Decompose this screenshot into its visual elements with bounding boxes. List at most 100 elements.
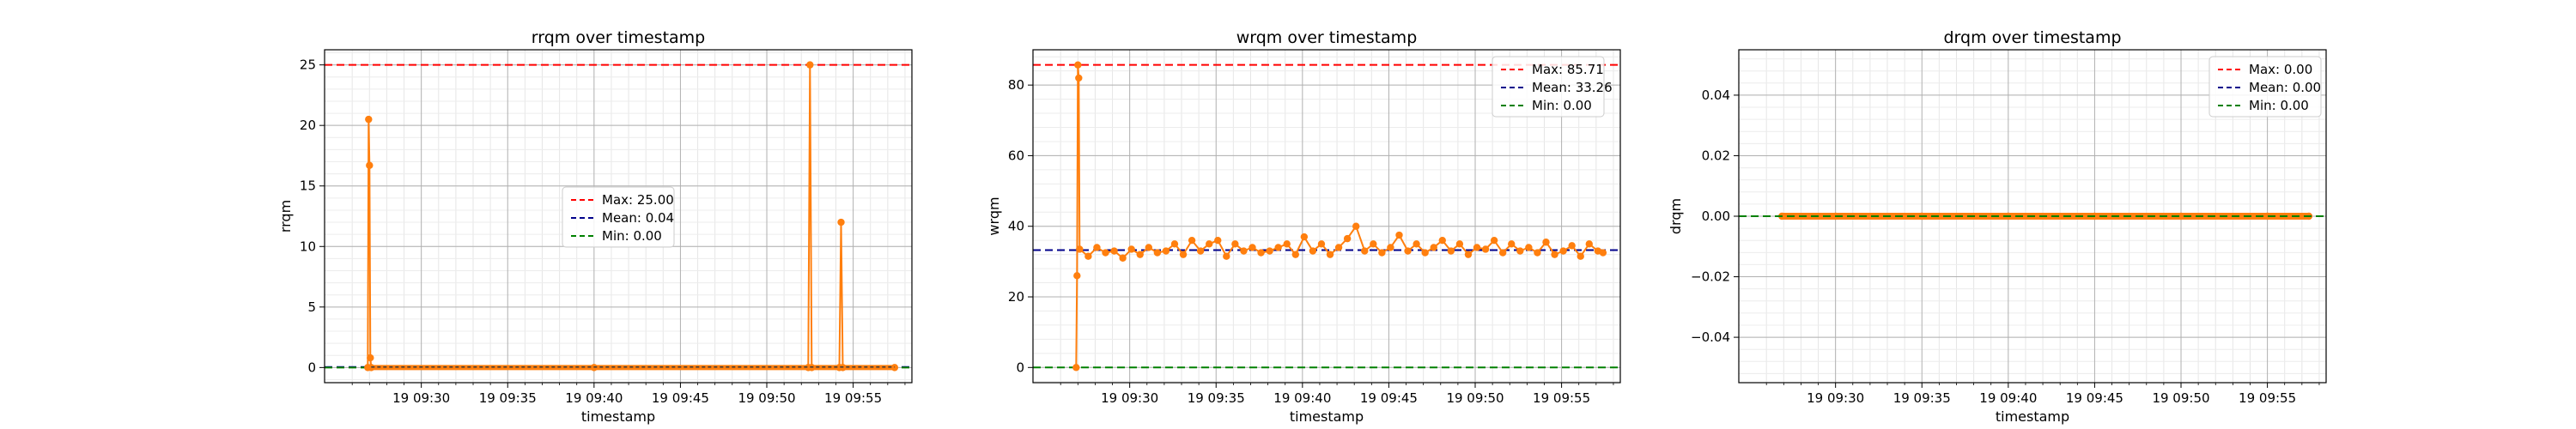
- x-tick-label: 19 09:40: [565, 390, 623, 406]
- x-tick-label: 19 09:40: [1979, 390, 2037, 406]
- data-point: [1110, 247, 1118, 255]
- y-axis-label: wrqm: [986, 196, 1002, 235]
- data-point: [1370, 240, 1377, 248]
- data-point: [1447, 247, 1455, 255]
- legend: Max: 25.00 Mean: 0.04 Min: 0.00: [562, 186, 675, 248]
- data-point: [1231, 240, 1239, 248]
- data-point: [1274, 244, 1282, 251]
- data-point: [1516, 247, 1524, 255]
- data-point: [1309, 247, 1317, 255]
- wrqm-chart: 19 09:30 19 09:35 19 09:40 19 09:45 19 09:50…: [986, 28, 1621, 425]
- legend-label: Min: 0.00: [2249, 98, 2309, 113]
- chart-title: rrqm over timestamp: [532, 28, 705, 47]
- y-tick-label: 0: [307, 360, 316, 375]
- y-tick-label: −0.02: [1691, 269, 1730, 285]
- data-point: [1334, 244, 1343, 251]
- data-point: [1378, 249, 1386, 257]
- data-point: [1283, 240, 1291, 248]
- legend-label: Mean: 0.00: [2249, 80, 2321, 95]
- data-point: [1464, 251, 1473, 258]
- data-point: [1075, 74, 1083, 82]
- data-point: [365, 115, 373, 124]
- legend-label: Min: 0.00: [602, 228, 662, 244]
- data-point: [1317, 240, 1326, 248]
- legend-label: Max: 0.00: [2249, 62, 2312, 77]
- data-point: [1534, 249, 1541, 257]
- data-point: [1179, 251, 1188, 258]
- x-axis-label: timestamp: [1996, 408, 2069, 425]
- data-point: [837, 218, 845, 227]
- x-tick-label: 19 09:35: [479, 390, 537, 406]
- data-point: [1361, 247, 1369, 255]
- data-point: [1599, 249, 1607, 257]
- data-point: [1076, 245, 1084, 253]
- data-point: [1352, 222, 1360, 230]
- data-point: [1413, 240, 1420, 248]
- grid: [1033, 50, 1620, 383]
- legend-label: Mean: 33.26: [1532, 80, 1613, 95]
- x-tick-label: 19 09:55: [1533, 390, 1590, 406]
- data-point: [1206, 240, 1213, 248]
- chart-title: wrqm over timestamp: [1236, 28, 1418, 47]
- data-point: [1145, 244, 1152, 251]
- data-point: [1542, 239, 1550, 246]
- y-axis-label: rrqm: [277, 200, 294, 233]
- x-axis-label: timestamp: [581, 408, 655, 425]
- x-tick-label: 19 09:35: [1188, 390, 1245, 406]
- y-tick-label: 25: [300, 57, 316, 73]
- data-point: [366, 161, 374, 169]
- y-tick-label: 80: [1008, 77, 1024, 93]
- data-point: [1559, 247, 1567, 255]
- rrqm-chart: 19 09:30 19 09:35 19 09:40 19 09:45 19 09:50…: [277, 28, 913, 425]
- data-point: [1490, 236, 1498, 245]
- y-tick-label: 0: [1016, 360, 1024, 375]
- x-tick-label: 19 09:45: [2066, 390, 2123, 406]
- data-point: [1326, 251, 1334, 258]
- data-point: [1430, 244, 1437, 251]
- data-point: [1153, 249, 1162, 257]
- x-tick-label: 19 09:55: [824, 390, 882, 406]
- data-point: [1257, 249, 1265, 257]
- data-point: [1240, 247, 1248, 255]
- data-point: [1577, 252, 1584, 260]
- x-tick-label: 19 09:30: [1807, 390, 1864, 406]
- y-tick-label: −0.04: [1691, 329, 1730, 345]
- data-point: [1395, 231, 1403, 239]
- data-point: [1072, 364, 1080, 372]
- data-point: [1249, 244, 1256, 251]
- legend: Max: 0.00 Mean: 0.00 Min: 0.00: [2208, 56, 2322, 118]
- data-point: [1473, 244, 1481, 251]
- data-point: [1551, 251, 1558, 258]
- data-point: [1127, 245, 1135, 253]
- data-point: [1481, 245, 1490, 253]
- data-point: [1073, 272, 1081, 280]
- data-point: [1102, 249, 1109, 257]
- x-axis-label: timestamp: [1290, 408, 1364, 425]
- x-tick-label: 19 09:30: [392, 390, 450, 406]
- x-tick-label: 19 09:50: [2152, 390, 2209, 406]
- data-point: [1404, 247, 1412, 255]
- data-point: [1266, 247, 1273, 255]
- data-point: [1387, 244, 1394, 251]
- data-point: [1074, 61, 1082, 69]
- data-point: [1223, 252, 1230, 260]
- y-tick-label: 40: [1008, 219, 1024, 234]
- x-tick-label: 19 09:30: [1101, 390, 1158, 406]
- data-point: [1421, 249, 1429, 257]
- data-point: [1188, 236, 1196, 245]
- y-tick-label: 20: [300, 118, 316, 133]
- data-point: [1568, 242, 1576, 250]
- data-point: [806, 61, 814, 69]
- x-tick-label: 19 09:35: [1893, 390, 1951, 406]
- y-tick-label: 0.02: [1702, 148, 1730, 163]
- data-point: [1084, 252, 1092, 260]
- y-tick-label: 0.04: [1702, 88, 1730, 103]
- data-point: [1300, 233, 1309, 241]
- axes-frame: [324, 49, 913, 384]
- data-point: [1196, 247, 1205, 255]
- data-point: [1214, 236, 1222, 245]
- legend-box: [2208, 56, 2322, 118]
- y-tick-label: 20: [1008, 289, 1024, 305]
- x-tick-label: 19 09:50: [738, 390, 795, 406]
